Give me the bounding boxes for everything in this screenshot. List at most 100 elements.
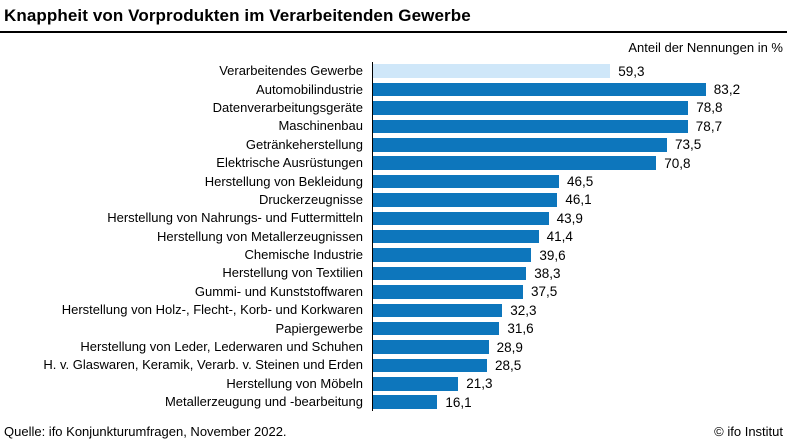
chart-footer: Quelle: ifo Konjunkturumfragen, November… xyxy=(4,424,783,439)
chart-header: Knappheit von Vorprodukten im Verarbeite… xyxy=(0,0,787,33)
chart-row: Elektrische Ausrüstungen 70,8 xyxy=(0,153,787,173)
category-label: H. v. Glaswaren, Keramik, Verarb. v. Ste… xyxy=(43,357,363,373)
category-label: Herstellung von Textilien xyxy=(222,265,363,281)
value-label: 28,9 xyxy=(496,339,523,355)
value-label: 39,6 xyxy=(539,247,566,263)
bar xyxy=(373,193,558,207)
bar-track: 28,9 xyxy=(372,337,773,357)
bar-track: 39,6 xyxy=(372,245,773,265)
value-label: 70,8 xyxy=(664,155,691,171)
value-label: 73,5 xyxy=(675,137,702,153)
bar xyxy=(373,321,500,336)
bar xyxy=(373,119,688,134)
bar xyxy=(373,340,489,354)
bar xyxy=(373,248,532,262)
category-label: Metallerzeugung und -bearbeitung xyxy=(164,394,363,410)
bar-track: 31,6 xyxy=(372,319,773,338)
chart-row: Herstellung von Bekleidung 46,5 xyxy=(0,172,787,191)
category-label: Automobilindustrie xyxy=(256,81,363,97)
category-label: Gummi- und Kunststoffwaren xyxy=(194,283,363,299)
value-label: 83,2 xyxy=(713,82,741,98)
bar-track: 43,9 xyxy=(372,209,773,228)
bar-track: 70,8 xyxy=(372,153,773,173)
bar xyxy=(373,101,689,115)
category-label: Papiergewerbe xyxy=(275,320,363,336)
chart-row: Herstellung von Textilien 38,3 xyxy=(0,264,787,283)
bar-track: 37,5 xyxy=(372,282,773,302)
bar-track: 59,3 xyxy=(372,62,773,81)
page-title: Knappheit von Vorprodukten im Verarbeite… xyxy=(4,6,471,25)
value-label: 31,6 xyxy=(507,321,534,337)
axis-unit-label: Anteil der Nennungen in % xyxy=(628,40,783,55)
chart-row: Chemische Industrie 39,6 xyxy=(0,245,787,265)
category-label: Herstellung von Metallerzeugnissen xyxy=(157,228,363,244)
value-label: 38,3 xyxy=(534,265,561,281)
bar-track: 32,3 xyxy=(372,301,773,320)
bar xyxy=(373,395,438,409)
bar-highlight xyxy=(373,64,611,78)
bar-track: 78,7 xyxy=(372,117,773,136)
value-label: 21,3 xyxy=(466,376,493,392)
chart-row: Herstellung von Möbeln 21,3 xyxy=(0,374,787,394)
chart-row: Druckerzeugnisse 46,1 xyxy=(0,190,787,210)
value-label: 46,5 xyxy=(567,174,594,190)
chart-row: Metallerzeugung und -bearbeitung 16,1 xyxy=(0,393,787,412)
chart-row: Herstellung von Nahrungs- und Futtermitt… xyxy=(0,209,787,228)
category-label: Verarbeitendes Gewerbe xyxy=(219,63,363,79)
value-label: 16,1 xyxy=(445,394,472,410)
category-label: Druckerzeugnisse xyxy=(258,191,363,207)
chart-row: Gummi- und Kunststoffwaren 37,5 xyxy=(0,282,787,302)
bar xyxy=(373,285,523,299)
bar xyxy=(373,303,503,318)
category-label: Herstellung von Holz-, Flecht-, Korb- un… xyxy=(61,302,363,318)
value-label: 59,3 xyxy=(618,63,645,79)
chart-row: Verarbeitendes Gewerbe 59,3 xyxy=(0,62,787,81)
category-label: Herstellung von Nahrungs- und Futtermitt… xyxy=(107,210,363,226)
category-label: Elektrische Ausrüstungen xyxy=(216,155,363,171)
bar-track: 38,3 xyxy=(372,264,773,283)
bar xyxy=(373,82,706,97)
bar xyxy=(373,229,539,244)
category-label: Herstellung von Bekleidung xyxy=(204,173,363,189)
category-label: Herstellung von Möbeln xyxy=(226,375,363,391)
bar-track: 21,3 xyxy=(372,374,773,394)
chart-row: H. v. Glaswaren, Keramik, Verarb. v. Ste… xyxy=(0,356,787,375)
chart-row: Maschinenbau 78,7 xyxy=(0,117,787,136)
category-label: Herstellung von Leder, Lederwaren und Sc… xyxy=(80,339,363,355)
bar xyxy=(373,138,667,152)
chart-row: Automobilindustrie 83,2 xyxy=(0,80,787,99)
chart-row: Datenverarbeitungsgeräte 78,8 xyxy=(0,98,787,118)
chart-row: Herstellung von Holz-, Flecht-, Korb- un… xyxy=(0,301,787,320)
chart-row: Getränkeherstellung 73,5 xyxy=(0,135,787,154)
bar-track: 28,5 xyxy=(372,356,773,375)
category-label: Maschinenbau xyxy=(278,118,363,134)
bar-track: 46,5 xyxy=(372,172,773,191)
bar-track: 16,1 xyxy=(372,393,773,412)
category-label: Datenverarbeitungsgeräte xyxy=(212,99,363,115)
copyright-note: © ifo Institut xyxy=(714,424,783,439)
value-label: 78,8 xyxy=(696,100,723,116)
bar xyxy=(373,358,487,373)
chart-row: Herstellung von Metallerzeugnissen 41,4 xyxy=(0,227,787,246)
category-label: Getränkeherstellung xyxy=(245,136,363,152)
value-label: 41,4 xyxy=(546,229,573,245)
category-label: Chemische Industrie xyxy=(244,247,364,263)
bar-track: 73,5 xyxy=(372,135,773,154)
bar xyxy=(373,377,459,391)
bar xyxy=(373,174,559,189)
bar-track: 83,2 xyxy=(372,80,773,99)
bar xyxy=(373,156,657,170)
value-label: 43,9 xyxy=(556,210,583,226)
bar-track: 78,8 xyxy=(372,98,773,118)
value-label: 32,3 xyxy=(510,302,537,318)
chart-row: Papiergewerbe 31,6 xyxy=(0,319,787,338)
value-label: 78,7 xyxy=(695,118,723,134)
bar-chart: Verarbeitendes Gewerbe 59,3 Automobilind… xyxy=(0,62,787,412)
source-note: Quelle: ifo Konjunkturumfragen, November… xyxy=(4,424,287,439)
bar xyxy=(373,266,527,281)
bar-track: 41,4 xyxy=(372,227,773,246)
value-label: 46,1 xyxy=(565,192,592,208)
chart-row: Herstellung von Leder, Lederwaren und Sc… xyxy=(0,337,787,357)
value-label: 37,5 xyxy=(531,284,558,300)
